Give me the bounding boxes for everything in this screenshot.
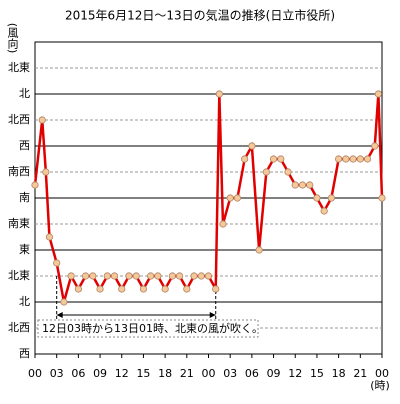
marker [175, 272, 184, 280]
y-tick-label: 西 [19, 139, 30, 152]
marker [67, 272, 75, 280]
marker [335, 155, 343, 163]
marker [31, 181, 39, 189]
x-tick-label: 00 [375, 367, 389, 380]
y-tick-label: 西 [19, 347, 30, 360]
y-tick-label: 南西 [8, 165, 30, 178]
marker [284, 168, 292, 176]
marker [154, 272, 162, 280]
x-tick-label: 06 [245, 367, 259, 380]
marker [226, 194, 234, 202]
marker [53, 259, 61, 267]
x-tick-label: 03 [50, 367, 64, 380]
x-tick-label: 21 [180, 367, 194, 380]
marker [42, 168, 50, 176]
x-tick-label: 21 [353, 367, 367, 380]
marker [60, 298, 68, 306]
y-tick-label: 北 [19, 295, 30, 308]
marker [212, 285, 220, 293]
x-tick-label: 12 [288, 367, 302, 380]
annotation-box [37, 319, 259, 338]
x-tick-label: 18 [332, 367, 346, 380]
y-tick-label: 東 [19, 243, 30, 256]
marker [233, 194, 242, 202]
marker [215, 90, 223, 98]
marker [262, 168, 270, 176]
marker [269, 155, 278, 163]
marker [363, 155, 372, 163]
x-tick-label: 09 [93, 367, 107, 380]
marker [161, 285, 169, 293]
marker [374, 90, 382, 98]
marker [38, 116, 46, 124]
marker [147, 272, 155, 280]
marker [89, 272, 97, 280]
x-tick-label: 00 [28, 367, 42, 380]
marker [45, 233, 54, 241]
marker [168, 272, 176, 280]
marker [349, 155, 357, 163]
marker [125, 272, 133, 280]
marker [241, 155, 249, 163]
y-tick-label: 北東 [8, 61, 30, 74]
chart-title: 2015年6月12日～13日の気温の推移(日立市役所) [65, 8, 335, 23]
marker [306, 181, 314, 189]
marker [204, 272, 213, 280]
marker [103, 272, 111, 280]
marker [96, 285, 104, 293]
x-axis-label: (時) [370, 379, 390, 392]
marker [82, 272, 90, 280]
marker [219, 220, 227, 228]
marker [342, 155, 350, 163]
marker [313, 194, 321, 202]
x-tick-label: 06 [71, 367, 85, 380]
marker [371, 142, 379, 150]
marker [248, 142, 256, 150]
y-tick-label: 北西 [8, 113, 30, 126]
y-tick-label: 南東 [8, 217, 30, 230]
y-tick-label: 北西 [8, 321, 30, 334]
marker [291, 181, 299, 189]
marker [255, 246, 263, 254]
y-tick-label: 北東 [8, 269, 30, 282]
marker [183, 285, 191, 293]
marker [139, 285, 148, 293]
marker [190, 272, 198, 280]
marker [118, 285, 126, 293]
marker [298, 181, 307, 189]
marker [277, 155, 285, 163]
x-tick-label: 12 [115, 367, 129, 380]
line [33, 93, 384, 303]
marker [110, 272, 119, 280]
marker [132, 272, 140, 280]
marker [320, 207, 328, 215]
y-tick-label: 北 [19, 87, 30, 100]
x-tick-label: 09 [267, 367, 281, 380]
x-tick-label: 15 [310, 367, 324, 380]
marker [197, 272, 205, 280]
x-tick-label: 00 [202, 367, 216, 380]
y-tick-label: 南 [19, 191, 30, 204]
x-tick-label: 15 [136, 367, 150, 380]
y-axis-label: (風向) [6, 23, 19, 54]
x-tick-label: 03 [223, 367, 237, 380]
marker [74, 285, 82, 293]
x-tick-label: 18 [158, 367, 172, 380]
marker [378, 194, 386, 202]
annotation-text: 12日03時から13日01時、北東の風が吹く。 [42, 321, 263, 335]
marker [327, 194, 335, 202]
marker [356, 155, 364, 163]
